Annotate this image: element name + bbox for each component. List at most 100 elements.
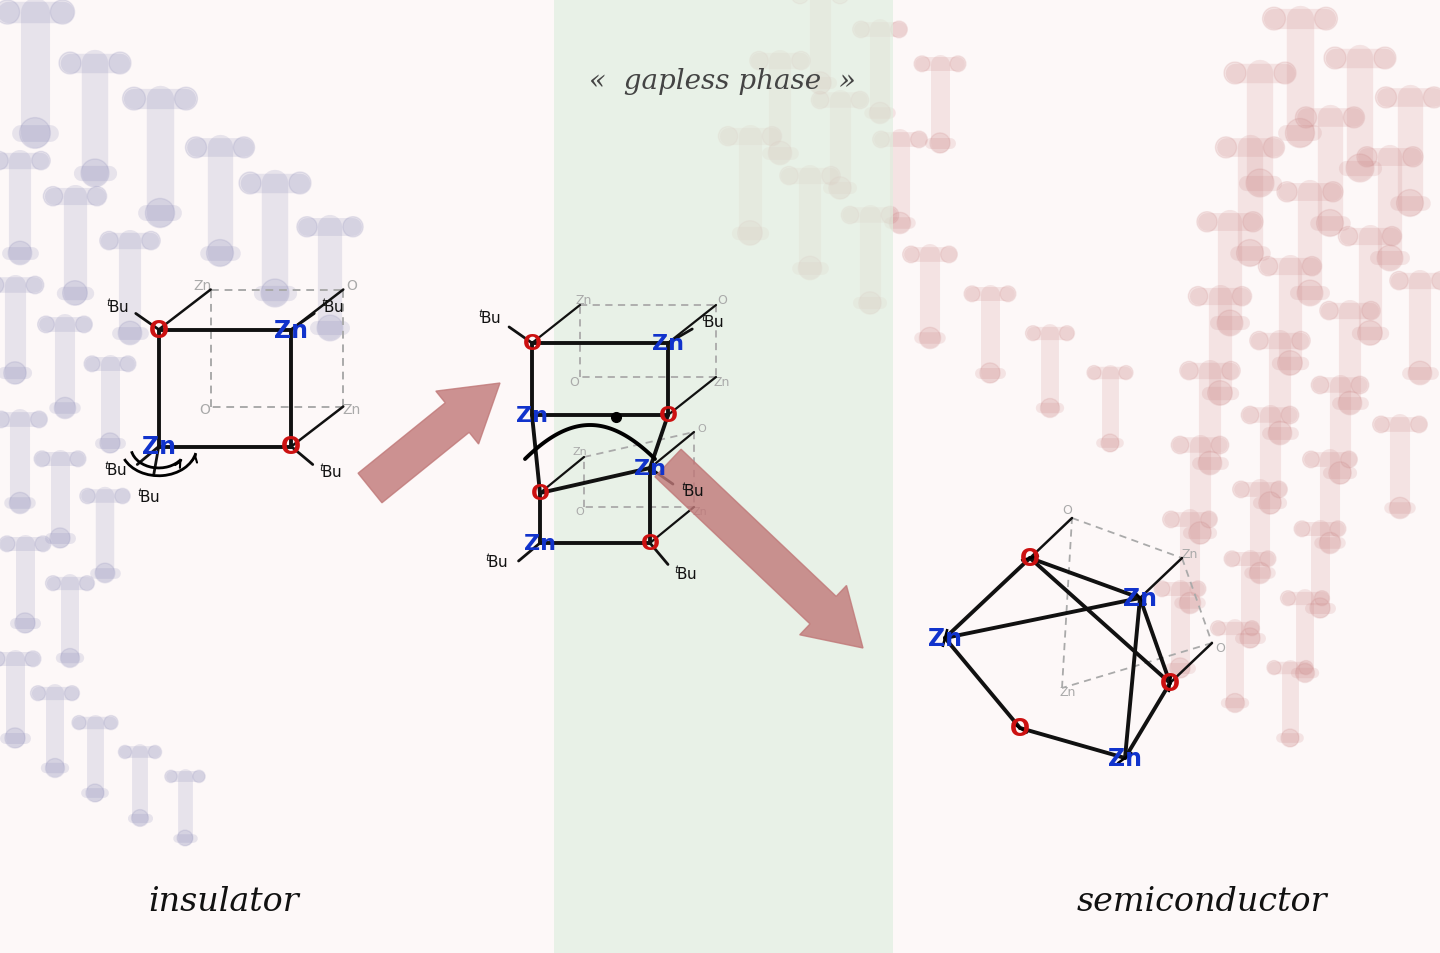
Circle shape [1390,497,1411,519]
Circle shape [809,72,831,95]
Circle shape [79,577,95,591]
Circle shape [99,233,118,251]
Text: O: O [1161,671,1179,696]
Circle shape [1240,628,1260,648]
Text: Zn: Zn [576,294,592,306]
Circle shape [1390,272,1408,291]
Circle shape [30,412,48,428]
Text: $^t\!$Bu: $^t\!$Bu [485,552,508,571]
Text: Zn: Zn [524,534,556,554]
Circle shape [1233,287,1251,307]
Circle shape [890,22,907,39]
Circle shape [0,651,4,667]
Circle shape [86,784,104,802]
Text: $^t\!$Bu: $^t\!$Bu [104,459,127,478]
Circle shape [0,152,9,171]
Circle shape [1224,63,1246,85]
Circle shape [1431,272,1440,291]
Circle shape [1224,551,1240,567]
Circle shape [4,362,26,385]
Circle shape [239,172,261,194]
Circle shape [831,0,848,5]
Circle shape [1316,211,1344,237]
Circle shape [1179,362,1198,380]
Circle shape [72,716,86,730]
Circle shape [1119,366,1133,380]
Text: O: O [148,318,168,342]
Text: O: O [569,375,579,388]
Circle shape [1315,591,1329,606]
Circle shape [1297,281,1323,307]
Circle shape [177,830,193,846]
Circle shape [1296,664,1315,682]
Text: Zn: Zn [343,402,360,416]
Circle shape [940,247,958,263]
Circle shape [769,142,792,166]
Circle shape [1329,462,1351,485]
Circle shape [1282,407,1299,424]
Circle shape [1362,302,1380,320]
Circle shape [1211,436,1228,455]
Circle shape [1315,9,1338,31]
Circle shape [1295,521,1310,537]
Circle shape [1179,593,1201,614]
Circle shape [84,356,99,373]
Circle shape [1374,48,1395,70]
Circle shape [1087,366,1102,380]
Circle shape [1338,227,1358,247]
Circle shape [1372,416,1390,434]
Text: Zn: Zn [1182,547,1198,560]
Circle shape [37,316,55,334]
Circle shape [1312,376,1329,395]
Circle shape [1267,660,1282,675]
Text: Zn: Zn [274,318,308,342]
Text: O: O [199,402,210,416]
Circle shape [829,177,851,200]
Circle shape [55,398,76,419]
Circle shape [1269,422,1292,445]
Circle shape [965,287,979,302]
Text: $^t\!$Bu: $^t\!$Bu [320,461,343,480]
Circle shape [930,133,950,154]
Circle shape [870,103,890,125]
Circle shape [317,315,343,341]
Text: O: O [1215,640,1225,654]
Text: $^t\!$Bu: $^t\!$Bu [478,308,501,327]
Text: $^t\!$Bu: $^t\!$Bu [107,296,130,315]
Circle shape [1189,581,1205,598]
Circle shape [1197,213,1217,233]
Circle shape [206,240,233,267]
Circle shape [1188,287,1208,307]
Text: Zn: Zn [634,458,665,478]
Circle shape [1211,621,1225,636]
Circle shape [1246,170,1274,198]
Circle shape [798,257,822,280]
Circle shape [1358,321,1382,346]
Circle shape [81,160,109,188]
Circle shape [59,53,81,75]
Circle shape [233,137,255,159]
Circle shape [999,287,1017,302]
Text: O: O [641,534,660,554]
Circle shape [1259,257,1277,276]
Circle shape [1215,137,1237,159]
Text: O: O [658,406,677,426]
Text: O: O [1063,504,1071,517]
Text: O: O [697,423,707,434]
Text: $^t\!$Bu: $^t\!$Bu [701,313,724,331]
Circle shape [88,188,107,207]
Circle shape [1102,435,1119,453]
Circle shape [1351,376,1369,395]
Circle shape [43,188,63,207]
Circle shape [914,57,930,72]
Text: Zn: Zn [927,626,962,650]
Circle shape [903,247,919,263]
FancyArrow shape [655,450,863,648]
Text: Zn: Zn [1060,686,1076,699]
Text: Zn: Zn [1123,586,1156,610]
Circle shape [1243,213,1263,233]
Circle shape [1169,659,1189,679]
Circle shape [343,217,363,237]
Circle shape [1208,381,1233,406]
Circle shape [811,92,829,110]
